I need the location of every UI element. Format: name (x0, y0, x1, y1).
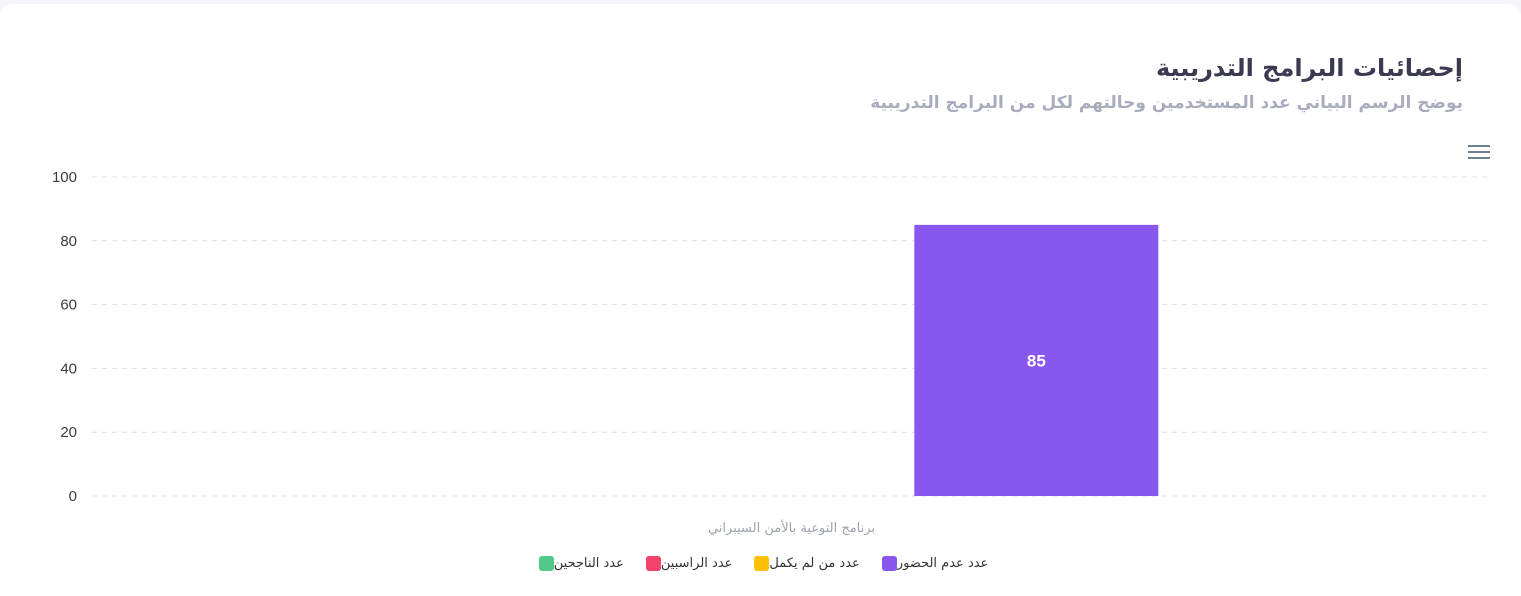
y-tick-label: 20 (60, 424, 77, 441)
legend-item[interactable]: عدد عدم الحضور (876, 556, 989, 571)
legend-label: عدد عدم الحضور (896, 556, 989, 571)
legend-label: عدد من لم يكمل (769, 556, 860, 571)
legend-swatch (754, 556, 770, 571)
hamburger-menu-icon[interactable] (1467, 143, 1491, 161)
y-tick-label: 0 (69, 488, 77, 505)
y-tick-label: 60 (60, 297, 77, 314)
legend-swatch (881, 556, 897, 571)
x-tick-label: برنامج التوعية بالأمن السيبراني (708, 519, 875, 536)
bars: 85 (914, 224, 1159, 496)
chart-subtitle: يوضح الرسم البياني عدد المستخدمين وحالته… (870, 93, 1463, 113)
chart-legend: عدد عدم الحضور عدد من لم يكمل عدد الراسبين… (0, 556, 1521, 571)
y-tick-label: 80 (60, 233, 77, 250)
bar-data-label: 85 (1027, 351, 1046, 370)
y-axis-ticks: 0 20 40 60 80 100 (52, 169, 77, 505)
legend-label: عدد الراسبين (660, 556, 733, 571)
legend-item[interactable]: عدد الراسبين (640, 556, 733, 571)
chart-title: إحصائيات البرامج التدريبية (1155, 54, 1463, 82)
legend-item[interactable]: عدد من لم يكمل (748, 556, 860, 571)
legend-item[interactable]: عدد الناجحين (533, 556, 624, 571)
chart-card: إحصائيات البرامج التدريبية يوضح الرسم ال… (0, 4, 1521, 596)
legend-swatch (538, 556, 554, 571)
legend-swatch (645, 556, 661, 571)
grid-lines (92, 176, 1491, 497)
bar-3-0[interactable] (914, 224, 1159, 496)
y-tick-label: 100 (52, 169, 77, 186)
y-tick-label: 40 (60, 360, 77, 377)
x-axis-ticks: برنامج التوعية بالأمن السيبراني (708, 519, 875, 536)
legend-label: عدد الناجحين (553, 556, 624, 571)
